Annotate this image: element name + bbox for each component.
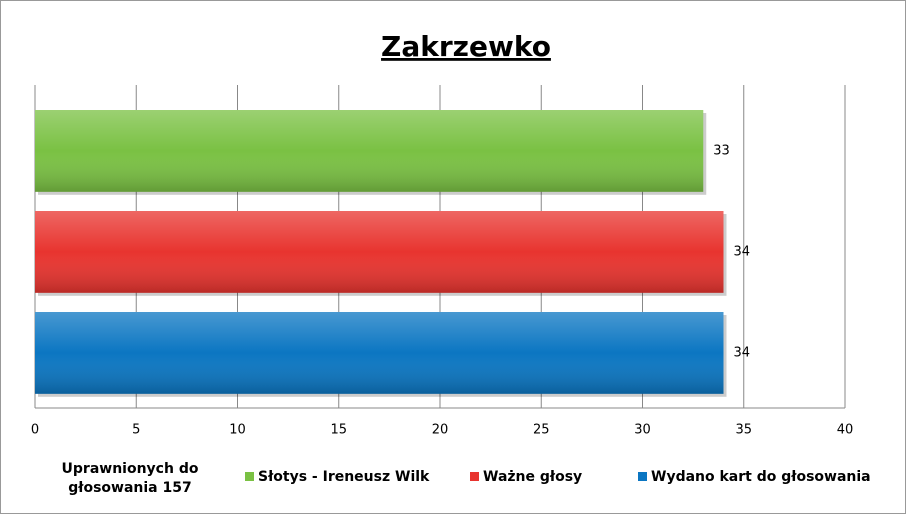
legend-swatch bbox=[470, 472, 479, 481]
x-tick-label: 15 bbox=[330, 423, 347, 438]
data-label: 33 bbox=[713, 143, 730, 158]
bar-shine bbox=[35, 110, 704, 192]
legend-swatch bbox=[638, 472, 647, 481]
x-tick-label: 5 bbox=[132, 423, 140, 438]
legend-label: Ważne głosy bbox=[483, 469, 582, 485]
x-tick-label: 35 bbox=[735, 423, 752, 438]
x-tick-label: 10 bbox=[229, 423, 246, 438]
x-tick-label: 40 bbox=[837, 423, 854, 438]
bar-shine bbox=[35, 312, 724, 394]
x-tick-label: 20 bbox=[432, 423, 449, 438]
data-label: 34 bbox=[734, 345, 751, 360]
legend-label: Wydano kart do głosowania bbox=[651, 469, 871, 485]
x-tick-label: 30 bbox=[634, 423, 651, 438]
legend-label: Słotys - Ireneusz Wilk bbox=[258, 469, 430, 485]
x-tick-label: 25 bbox=[533, 423, 550, 438]
data-label: 34 bbox=[734, 244, 751, 259]
bar-shine bbox=[35, 211, 724, 293]
x-tick-label: 0 bbox=[31, 423, 39, 438]
chart-title: Zakrzewko bbox=[381, 30, 551, 63]
legend-swatch bbox=[245, 472, 254, 481]
annotation: Uprawnionych do głosowania 157 bbox=[61, 461, 199, 496]
